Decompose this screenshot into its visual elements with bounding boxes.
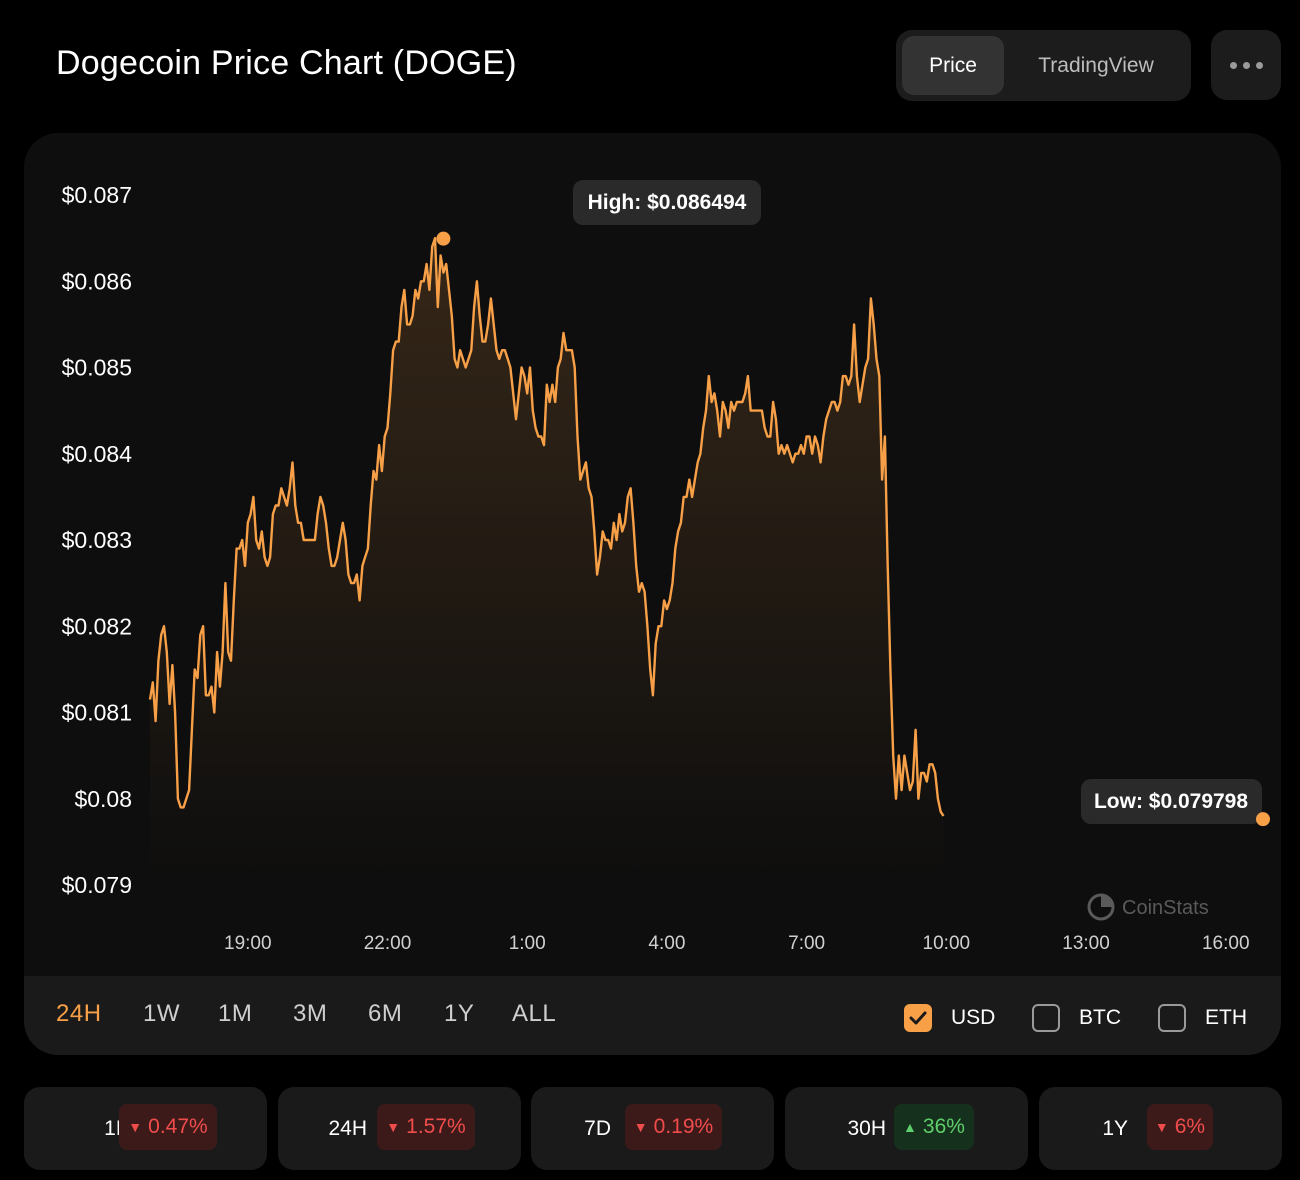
tab-price[interactable]: Price <box>902 36 1004 95</box>
coinstats-logo-icon <box>1101 895 1113 907</box>
x-tick-label: 16:00 <box>1202 933 1250 954</box>
low-label: Low: $0.079798 <box>1094 790 1248 813</box>
low-point <box>1256 812 1270 827</box>
change-value: 1.57% <box>406 1115 466 1138</box>
change-badge: ▲ 36% <box>894 1104 974 1150</box>
high-point <box>436 231 451 246</box>
y-tick-label: $0.086 <box>62 268 132 294</box>
y-tick-label: $0.081 <box>62 700 132 726</box>
high-label: High: $0.086494 <box>588 191 747 214</box>
stat-period-label: 24H <box>328 1116 367 1140</box>
currency-label: ETH <box>1205 1006 1247 1029</box>
x-tick-label: 4:00 <box>648 933 685 954</box>
change-badge: ▼ 0.19% <box>625 1104 722 1150</box>
range-3m-button[interactable]: 3M <box>293 1000 328 1027</box>
change-value: 0.47% <box>148 1115 208 1138</box>
y-tick-label: $0.079 <box>62 872 132 898</box>
currency-label: BTC <box>1079 1006 1121 1029</box>
currency-usd-checkbox[interactable]: USD <box>904 1004 995 1032</box>
currency-btc-checkbox[interactable]: BTC <box>1032 1004 1121 1032</box>
change-value: 6% <box>1174 1115 1206 1138</box>
price-line <box>148 236 945 817</box>
change-value: 0.19% <box>653 1115 714 1138</box>
high-annotation: High: $0.086494 <box>436 180 761 246</box>
price-chart: $0.087 $0.086 $0.085 $0.084 $0.083 $0.082 $0.0… <box>62 180 1270 954</box>
range-6m-button[interactable]: 6M <box>368 1000 403 1027</box>
x-tick-label: 13:00 <box>1062 933 1110 954</box>
stat-card-1y: 1Y ▼ 6% <box>1039 1087 1282 1170</box>
stat-card-24h: 24H ▼ 1.57% <box>278 1087 521 1170</box>
currency-eth-checkbox[interactable]: ETH <box>1158 1004 1247 1032</box>
y-tick-label: $0.084 <box>62 441 133 467</box>
triangle-down-icon: ▼ <box>633 1119 648 1135</box>
x-tick-label: 1:00 <box>509 933 546 954</box>
x-tick-label: 10:00 <box>923 933 971 954</box>
more-options-button[interactable] <box>1211 30 1281 100</box>
range-1y-button[interactable]: 1Y <box>444 1000 475 1027</box>
checkbox-empty-icon <box>1158 1004 1186 1032</box>
more-dots-icon <box>1229 61 1237 69</box>
checkbox-empty-icon <box>1032 1004 1060 1032</box>
change-badge: ▼ 6% <box>1147 1104 1213 1150</box>
triangle-down-icon: ▼ <box>1154 1119 1169 1135</box>
stat-card-7d: 7D ▼ 0.19% <box>531 1087 774 1170</box>
triangle-up-icon: ▲ <box>903 1119 917 1135</box>
triangle-down-icon: ▼ <box>128 1119 143 1135</box>
view-toggle: Price TradingView <box>896 30 1191 101</box>
x-tick-label: 22:00 <box>364 933 412 954</box>
stat-card-30h: 30H ▲ 36% <box>785 1087 1028 1170</box>
range-selector: 24H 1W 1M 3M 6M 1Y ALL USD BTC ETH <box>24 976 1281 1055</box>
stat-period-label: 7D <box>584 1116 611 1140</box>
triangle-down-icon: ▼ <box>386 1119 401 1135</box>
stat-period-label: 1Y <box>1102 1116 1128 1140</box>
range-all-button[interactable]: ALL <box>512 1000 557 1027</box>
x-tick-label: 7:00 <box>788 933 825 954</box>
more-dots-icon <box>1242 61 1250 69</box>
y-tick-label: $0.082 <box>62 613 132 639</box>
page-title: Dogecoin Price Chart (DOGE) <box>56 44 517 82</box>
change-badge: ▼ 1.57% <box>377 1104 475 1150</box>
coinstats-watermark: CoinStats <box>1087 893 1209 921</box>
tab-tradingview[interactable]: TradingView <box>1038 53 1154 77</box>
chart-card: $0.087 $0.086 $0.085 $0.084 $0.083 $0.082 $0.0… <box>24 133 1281 1055</box>
range-1w-button[interactable]: 1W <box>143 1000 180 1027</box>
range-24h-button[interactable]: 24H <box>56 1000 102 1027</box>
currency-label: USD <box>951 1006 996 1029</box>
range-1m-button[interactable]: 1M <box>218 1000 253 1027</box>
y-tick-label: $0.08 <box>74 786 132 812</box>
low-annotation: Low: $0.079798 <box>1081 779 1270 827</box>
more-dots-icon <box>1255 61 1263 69</box>
price-area <box>150 238 944 886</box>
x-tick-label: 19:00 <box>224 933 272 954</box>
stat-card-1h: 1H ▼ 0.47% <box>24 1087 267 1170</box>
y-tick-label: $0.083 <box>62 527 132 553</box>
stat-period-label: 30H <box>847 1116 886 1140</box>
checkbox-checked-icon <box>904 1004 932 1032</box>
change-value: 36% <box>922 1115 965 1138</box>
watermark-text: CoinStats <box>1122 897 1209 919</box>
change-badge: ▼ 0.47% <box>119 1104 217 1150</box>
y-tick-label: $0.087 <box>62 182 132 208</box>
y-tick-label: $0.085 <box>62 355 132 381</box>
